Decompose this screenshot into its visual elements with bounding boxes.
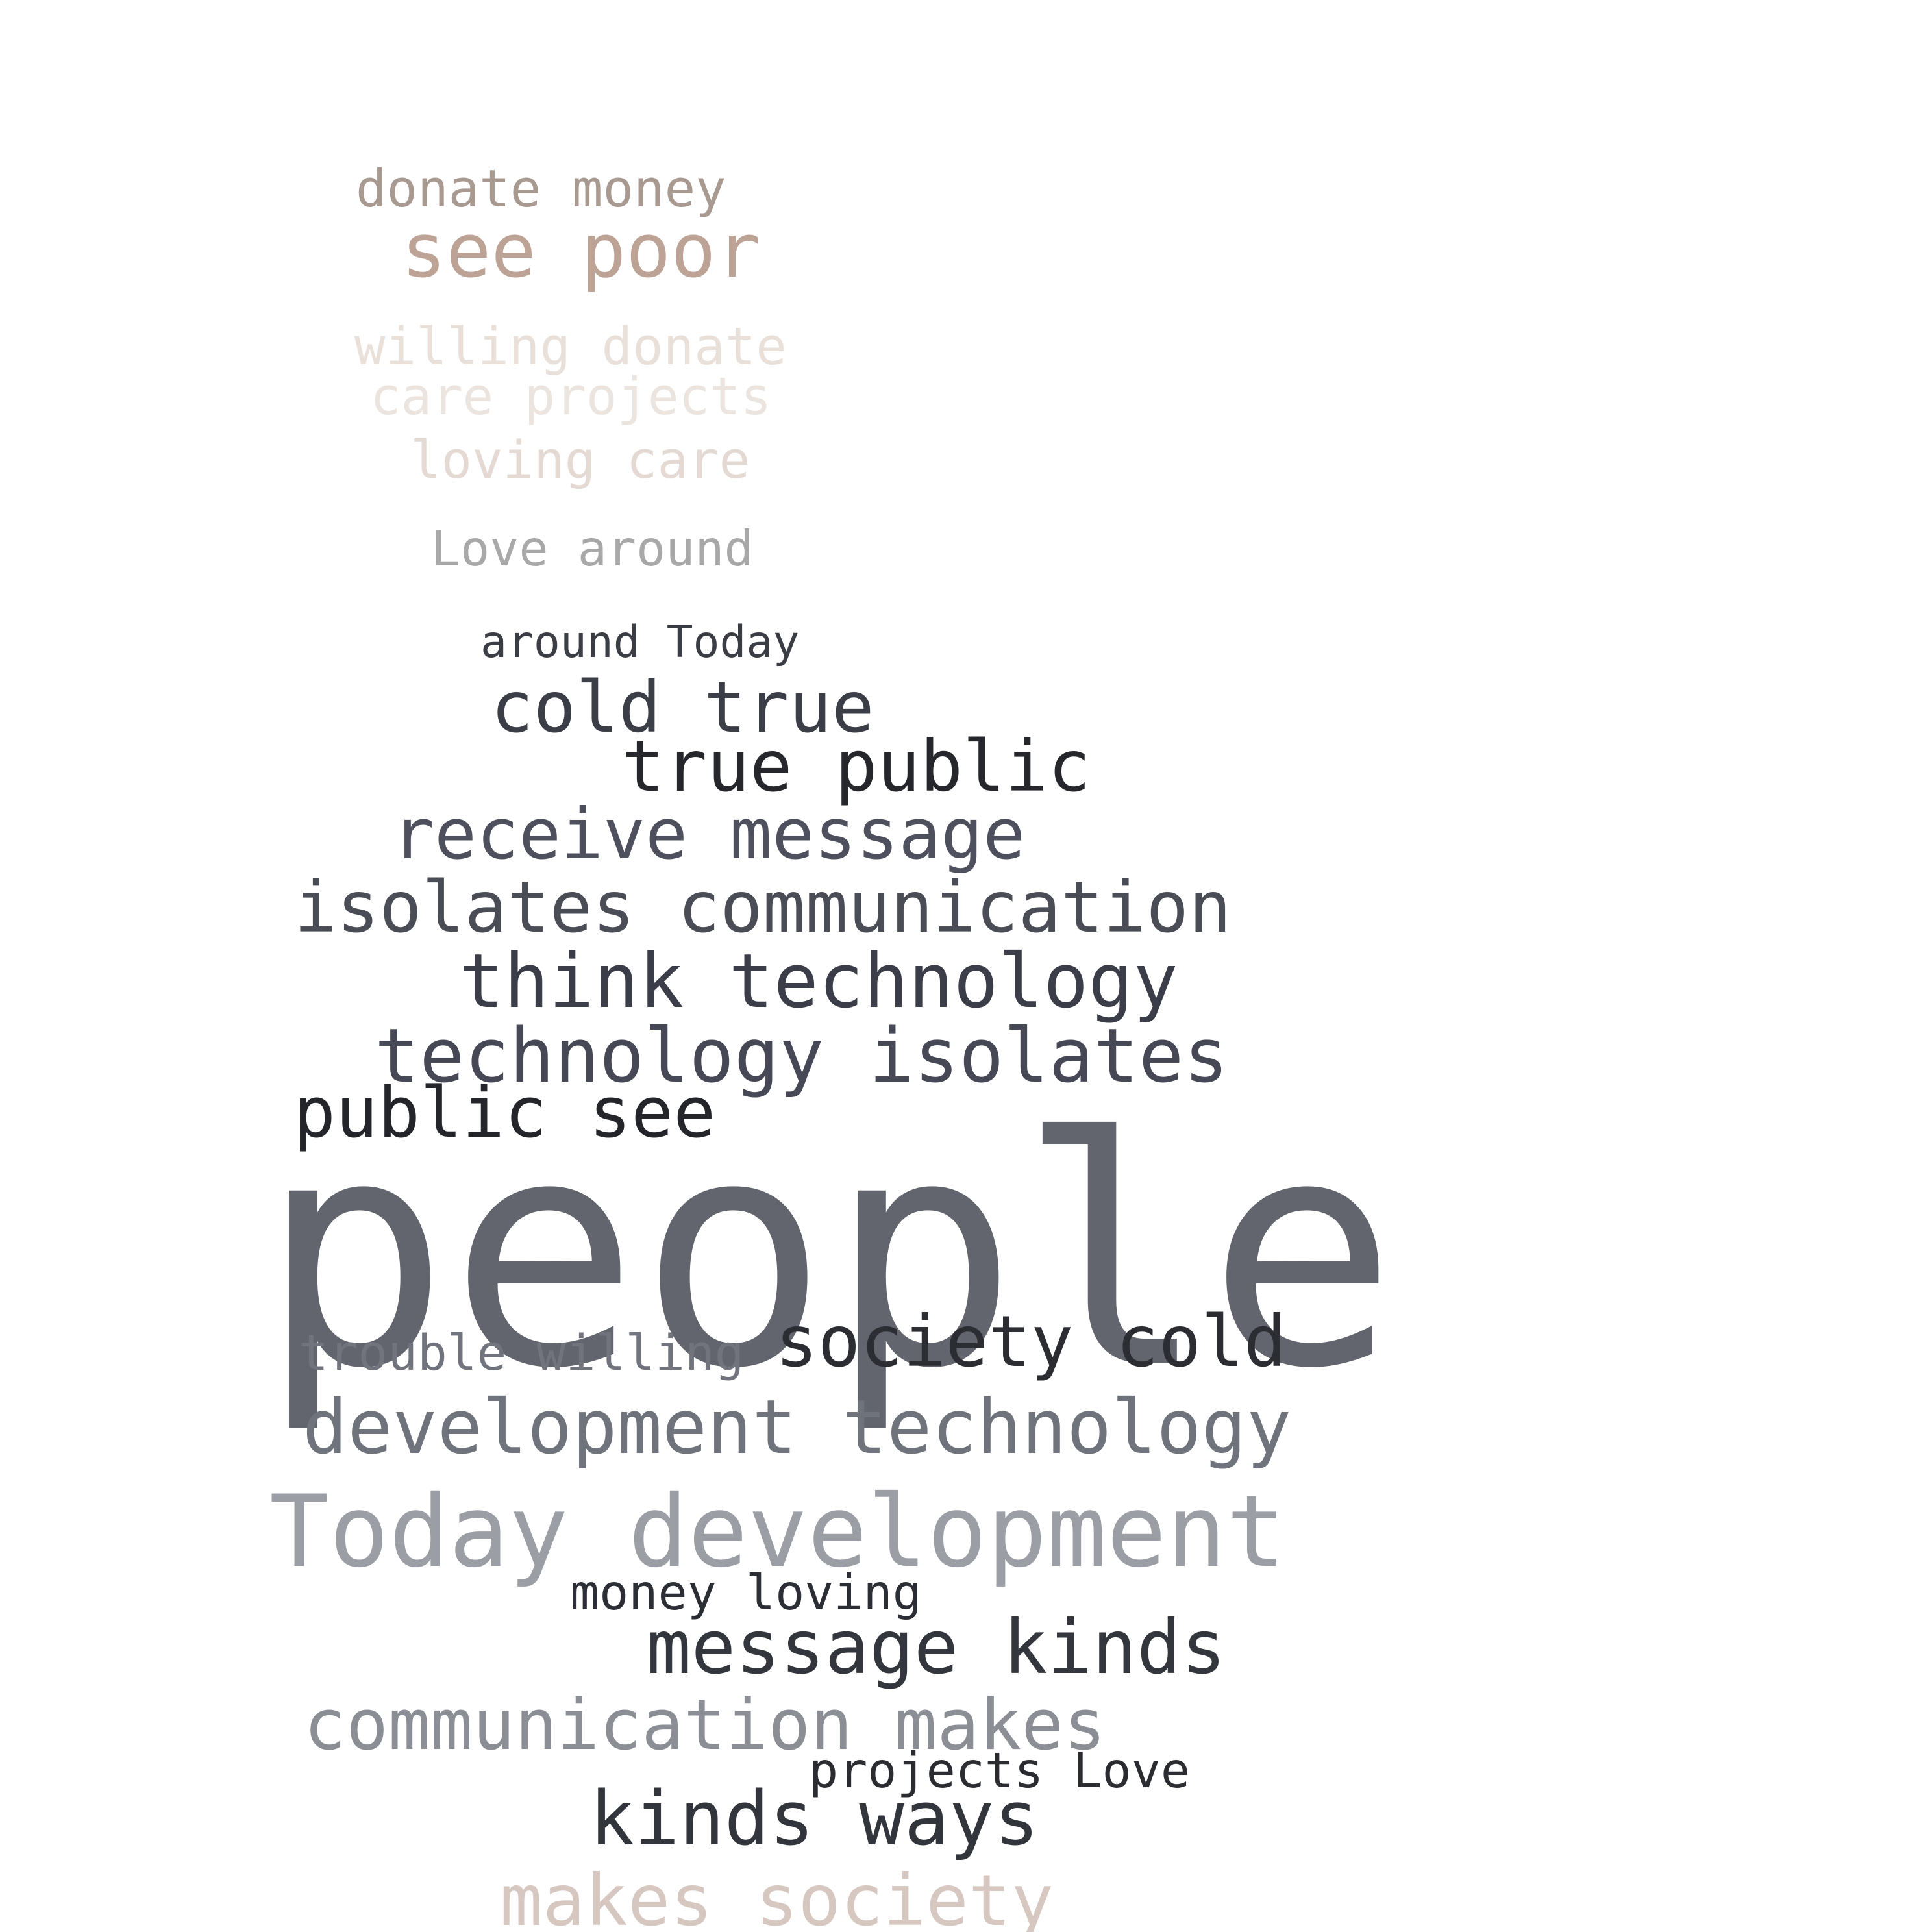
- word-people: people: [260, 1071, 1397, 1437]
- word-love-around: Love around: [431, 520, 754, 577]
- word-makes-society: makes society: [500, 1859, 1054, 1932]
- word-message-kinds: message kinds: [647, 1604, 1226, 1690]
- word-trouble-willing: trouble willing: [299, 1324, 745, 1381]
- word-kinds-ways: kinds ways: [589, 1776, 1039, 1863]
- word-communication-makes: communication makes: [304, 1685, 1106, 1766]
- word-society-cold: society cold: [775, 1300, 1287, 1383]
- word-willing-donate: willing donate: [354, 317, 787, 377]
- word-today-development: Today development: [269, 1474, 1286, 1590]
- word-development-technology: development technology: [303, 1384, 1292, 1471]
- word-technology-isolates: technology isolates: [375, 1013, 1229, 1100]
- word-think-technology: think technology: [459, 938, 1178, 1025]
- word-see-poor: see poor: [401, 208, 761, 295]
- word-receive-message: receive message: [392, 794, 1026, 875]
- word-true-public: true public: [622, 725, 1091, 808]
- word-public-see: public see: [293, 1072, 716, 1154]
- word-loving-care: loving care: [410, 430, 750, 490]
- word-around-today: around Today: [480, 617, 800, 668]
- word-isolates-communication: isolates communication: [294, 866, 1232, 948]
- word-donate-money: donate money: [356, 159, 726, 219]
- word-cold-true: cold true: [491, 666, 874, 749]
- word-money-loving: money loving: [570, 1564, 922, 1621]
- word-projects-love: projects Love: [809, 1742, 1190, 1799]
- word-care-projects: care projects: [370, 367, 772, 427]
